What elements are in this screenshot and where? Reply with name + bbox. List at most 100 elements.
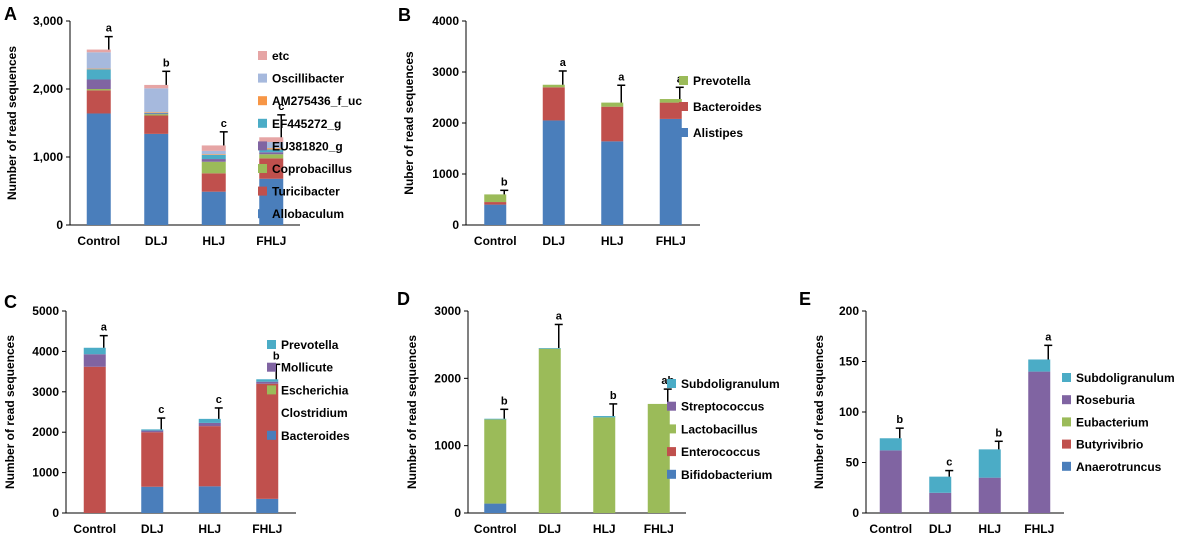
panel-b: B Nuber of read sequences 0 1000 2000 3000 400… bbox=[398, 5, 762, 248]
y-tick-label: 0 bbox=[56, 218, 63, 232]
bar-segment bbox=[593, 416, 616, 418]
y-tick-label: 0 bbox=[452, 218, 459, 232]
bar-segment bbox=[484, 194, 507, 203]
y-tick-label: 3000 bbox=[432, 65, 459, 79]
y-tick-label: 2000 bbox=[32, 425, 59, 439]
legend-swatch bbox=[667, 469, 676, 479]
legend-label: Clostridium bbox=[281, 406, 348, 420]
legend-swatch bbox=[667, 401, 676, 411]
y-tick-label: 2000 bbox=[432, 116, 459, 130]
bar-segment bbox=[659, 118, 682, 225]
bar-segment bbox=[144, 112, 169, 114]
significance-label: a bbox=[1045, 331, 1052, 343]
bar-segment bbox=[659, 102, 682, 119]
y-tick-label: 4000 bbox=[32, 344, 59, 358]
bar-segment bbox=[198, 418, 221, 423]
y-tick-label: 1000 bbox=[434, 439, 461, 453]
x-tick-label: Control bbox=[474, 234, 517, 248]
y-tick-label: 4000 bbox=[432, 14, 459, 28]
significance-label: a bbox=[556, 310, 563, 322]
significance-label: b bbox=[501, 176, 508, 188]
panel-a: A Number of read sequences 0 1,000 2,000 3,00… bbox=[4, 4, 362, 248]
legend-swatch bbox=[679, 76, 688, 85]
y-tick-label: 1000 bbox=[432, 167, 459, 181]
bar-segment bbox=[256, 381, 279, 384]
legend-swatch bbox=[258, 164, 267, 173]
legend-swatch bbox=[667, 379, 676, 388]
bar-segment bbox=[141, 432, 164, 487]
bar-segment bbox=[256, 498, 279, 513]
x-tick-label: FHLJ bbox=[256, 234, 286, 248]
legend-swatch bbox=[258, 186, 267, 196]
bar-segment bbox=[201, 145, 226, 151]
y-axis-title: Number of read sequences bbox=[812, 335, 826, 489]
bar-segment bbox=[144, 115, 169, 134]
bar-segment bbox=[86, 52, 111, 69]
bar-segment bbox=[86, 49, 111, 53]
legend-swatch bbox=[667, 424, 676, 434]
legend-label: Prevotella bbox=[693, 74, 751, 88]
bar-segment bbox=[1028, 359, 1051, 372]
legend-swatch bbox=[267, 340, 276, 349]
legend-swatch bbox=[267, 408, 276, 418]
y-tick-label: 2000 bbox=[434, 371, 461, 385]
legend-swatch bbox=[1062, 395, 1071, 405]
bar-segment bbox=[978, 449, 1001, 478]
bar-segment bbox=[484, 202, 507, 205]
bar-segment bbox=[484, 503, 507, 513]
bar-segment bbox=[144, 112, 169, 113]
legend-swatch bbox=[267, 385, 276, 395]
legend-label: Turicibacter bbox=[272, 185, 340, 199]
bar-segment bbox=[83, 347, 106, 355]
legend-label: AM275436_f_uc bbox=[272, 94, 362, 108]
legend-label: Bifidobacterium bbox=[681, 468, 772, 482]
y-axis-title: Number of read sequences bbox=[3, 335, 17, 489]
bar-segment bbox=[978, 477, 1001, 513]
legend-label: etc bbox=[272, 49, 290, 63]
panel-letter: B bbox=[398, 5, 411, 25]
bar-segment bbox=[201, 150, 226, 155]
legend-swatch bbox=[1062, 417, 1071, 427]
x-tick-label: HLJ bbox=[978, 522, 1001, 536]
y-tick-label: 1000 bbox=[32, 466, 59, 480]
significance-label: a bbox=[106, 23, 113, 35]
bar-segment bbox=[256, 383, 279, 499]
significance-label: c bbox=[158, 404, 164, 416]
x-tick-label: HLJ bbox=[202, 234, 225, 248]
y-tick-label: 50 bbox=[846, 456, 860, 470]
bar-segment bbox=[256, 379, 279, 382]
panel-c: C Number of read sequences 0 1000 2000 3000 40… bbox=[3, 292, 350, 536]
y-tick-label: 200 bbox=[839, 304, 859, 318]
legend-swatch bbox=[1062, 439, 1071, 449]
bar-segment bbox=[141, 486, 164, 513]
legend-swatch bbox=[679, 102, 688, 111]
x-tick-label: HLJ bbox=[601, 234, 624, 248]
legend-swatch bbox=[258, 73, 267, 83]
legend-label: Subdoligranulum bbox=[1076, 371, 1175, 385]
bar-segment bbox=[198, 422, 221, 427]
bar-segment bbox=[879, 450, 902, 513]
x-tick-label: FHLJ bbox=[252, 522, 282, 536]
x-tick-label: HLJ bbox=[198, 522, 221, 536]
significance-label: a bbox=[101, 322, 108, 334]
x-tick-label: DLJ bbox=[542, 234, 565, 248]
legend-swatch bbox=[1062, 373, 1071, 382]
x-tick-label: DLJ bbox=[929, 522, 952, 536]
bar-segment bbox=[86, 68, 111, 70]
panel-letter: C bbox=[4, 292, 17, 312]
bar-segment bbox=[601, 102, 624, 107]
bar-segment bbox=[201, 159, 226, 162]
legend-swatch bbox=[1062, 461, 1071, 471]
x-tick-label: FHLJ bbox=[644, 522, 674, 536]
bar-segment bbox=[542, 84, 565, 88]
y-tick-label: 3000 bbox=[434, 304, 461, 318]
legend-label: Lactobacillus bbox=[681, 422, 758, 436]
bar-segment bbox=[83, 354, 106, 367]
bar-segment bbox=[601, 106, 624, 142]
legend-swatch bbox=[679, 128, 688, 137]
significance-label: b bbox=[163, 57, 170, 69]
legend-label: Mollicute bbox=[281, 361, 333, 375]
y-tick-label: 150 bbox=[839, 355, 859, 369]
panel-letter: D bbox=[397, 289, 410, 309]
panel-letter: E bbox=[799, 289, 811, 309]
